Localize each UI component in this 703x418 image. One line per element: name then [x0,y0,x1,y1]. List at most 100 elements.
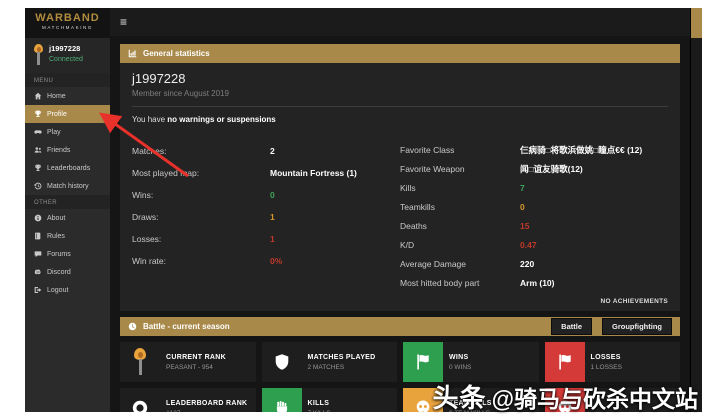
shield-icon [262,342,302,382]
book-icon [35,232,41,240]
sidebar-item-label: Friends [47,146,71,154]
stat-row: Kills 7 [400,182,525,193]
discord-icon [34,269,41,275]
stat-row: Matches: 2 [132,146,275,156]
warnings-status: You have no warnings or suspensions [132,115,276,124]
stat-card-wins: WINS 0 WINS [403,342,539,382]
sidebar-item-label: Forums [47,250,71,258]
divider [132,106,668,107]
users-icon [34,147,42,153]
gamepad-icon [34,130,42,134]
watermark-brand: 头条 [432,383,487,413]
trophy-icon [35,110,41,117]
main-area: ≡ General statistics j1997228 Member sin… [110,8,690,412]
app-logo: WARBAND MATCHMAKING [25,8,110,38]
connection-status: Connected [49,56,83,63]
stat-row: Wins: 0 [132,190,275,200]
sidebar-item-friends[interactable]: Friends [25,141,110,159]
stat-row: Losses: 1 [132,234,275,244]
sidebar-item-label: Play [47,128,61,136]
stat-row: Win rate: 0% [132,256,283,266]
stat-card-current-rank: CURRENT RANK PEASANT - 954 [120,342,256,382]
stat-row: Favorite Weapon 闻□谊友骑歌(12) [400,163,583,174]
history-icon [34,182,42,190]
stat-card-deaths [544,388,680,412]
stat-card-kills: KILLS7 KILLS [261,388,397,412]
chart-icon [128,49,137,58]
watermark: 头条 @骑马与砍杀中文站 [433,378,698,415]
clock-icon [128,322,137,331]
panel-title: Battle - current season [143,322,230,331]
top-navbar: ≡ [110,8,690,36]
sidebar-username: j1997228 [49,44,81,53]
logo-title: WARBAND [35,12,100,24]
stat-card-teamkills: TEAMKILLS0 TEAMKILLS [403,388,539,412]
profile-username: j1997228 [132,71,186,86]
stats-left-column: Matches: 2 Most played map: Mountain Fortr… [132,140,400,292]
flag-icon [544,342,585,382]
groupfighting-tab-button[interactable]: Groupfighting [602,318,672,335]
battle-season-header: Battle - current season Battle Groupfigh… [120,317,680,336]
torch-icon [120,342,160,382]
content-area: General statistics j1997228 Member since… [110,36,690,412]
other-section-label: OTHER [25,195,110,209]
sidebar-item-forums[interactable]: Forums [25,245,110,263]
home-icon [34,92,42,100]
menu-toggle-icon[interactable]: ≡ [120,15,128,29]
sidebar-item-about[interactable]: About [25,209,110,227]
sidebar-item-leaderboards[interactable]: Leaderboards [25,159,110,177]
sidebar-item-label: Match history [47,182,89,190]
sidebar-item-label: Logout [47,286,69,294]
panel-title: General statistics [143,49,210,58]
torch-icon [34,44,43,66]
trophy-icon [35,164,41,171]
general-statistics-header: General statistics [120,44,680,63]
sidebar-item-play[interactable]: Play [25,123,110,141]
member-since: Member since August 2019 [132,89,229,98]
logout-icon [34,287,42,293]
sidebar-item-logout[interactable]: Logout [25,281,110,299]
stat-row: Teamkills 0 [400,201,525,212]
stat-row: Most played map: Mountain Fortress (1) [132,168,357,178]
skull-icon [403,388,443,412]
sidebar-item-label: Home [47,92,66,100]
sidebar-item-profile[interactable]: Profile [25,105,110,123]
sidebar-item-label: Profile [47,110,67,118]
stats-columns: Matches: 2 Most played map: Mountain Fortr… [132,140,668,292]
sidebar-item-label: Leaderboards [47,164,91,172]
sidebar-item-discord[interactable]: Discord [25,263,110,281]
season-stat-cards: CURRENT RANK PEASANT - 954 MATCHES PLAYED… [120,342,680,412]
sidebar-item-match-history[interactable]: Match history [25,177,110,195]
battle-tab-button[interactable]: Battle [551,318,593,335]
sidebar-item-label: About [47,214,66,222]
stat-row: Deaths 15 [400,220,530,231]
sidebar: WARBAND MATCHMAKING j1997228 Connected M… [25,8,110,412]
watermark-handle: @骑马与砍杀中文站 [491,385,698,412]
sidebar-item-label: Discord [47,268,71,276]
stat-row: Favorite Class 仨病骑□将歌浜做姚□瞳点€€ (12) [400,144,643,155]
scrollbar-thumb[interactable] [691,8,702,38]
stat-row: K/D 0.47 [400,239,537,250]
info-icon [34,214,42,222]
stat-row: Average Damage 220 [400,258,535,269]
medal-icon [120,388,160,412]
sidebar-item-rules[interactable]: Rules [25,227,110,245]
stats-right-column: Favorite Class 仨病骑□将歌浜做姚□瞳点€€ (12) Favori… [400,140,668,292]
scrollbar[interactable] [690,8,702,412]
stat-row: Draws: 1 [132,212,275,222]
general-statistics-panel: j1997228 Member since August 2019 You ha… [120,63,680,311]
logo-subtitle: MATCHMAKING [41,25,94,30]
fist-icon [261,388,302,412]
comment-icon [34,251,42,258]
sidebar-item-label: Rules [47,232,65,240]
stat-row: Most hitted body part Arm (10) [400,277,555,288]
app-window: WARBAND MATCHMAKING j1997228 Connected M… [25,8,702,412]
sidebar-user: j1997228 Connected [25,38,110,73]
stat-card-losses: LOSSES 1 LOSSES [544,342,680,382]
stat-card-matches-played: MATCHES PLAYED 2 MATCHES [261,342,397,382]
stat-card-leaderboard-rank: LEADERBOARD RANK#127 [120,388,256,412]
sidebar-item-home[interactable]: Home [25,87,110,105]
menu-section-label: MENU [25,73,110,87]
skull-icon [544,388,585,412]
